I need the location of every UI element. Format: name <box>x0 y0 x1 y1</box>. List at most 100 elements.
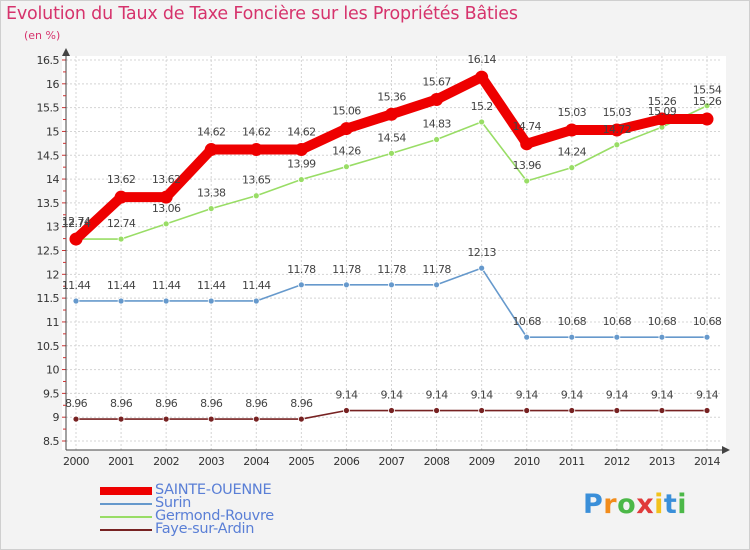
y-tick-label: 16.5 <box>37 54 60 67</box>
data-point <box>700 112 714 126</box>
data-point <box>568 164 576 172</box>
x-tick-label: 2012 <box>604 455 630 468</box>
data-point <box>568 407 576 414</box>
data-point <box>252 415 260 423</box>
y-tick-label: 13.5 <box>37 197 60 210</box>
data-point <box>114 190 128 204</box>
y-tick-label: 16 <box>46 78 59 91</box>
data-point <box>703 102 711 110</box>
x-tick-label: 2002 <box>153 455 179 468</box>
data-label: 9.14 <box>561 389 584 402</box>
data-point <box>252 192 260 200</box>
data-label: 9.14 <box>651 389 674 402</box>
logo-letter: i <box>677 489 688 520</box>
data-label: 15.26 <box>693 95 722 108</box>
y-tick-label: 14.5 <box>37 149 60 162</box>
data-point <box>297 415 305 423</box>
legend-label-germond-rouvre: Germond-Rouvre <box>155 508 274 524</box>
data-point <box>568 333 576 341</box>
data-label: 10.68 <box>603 315 632 328</box>
data-label: 13.62 <box>107 173 136 186</box>
data-label: 9.14 <box>516 389 539 402</box>
data-point <box>658 333 666 341</box>
chart-title: Evolution du Taux de Taxe Foncière sur l… <box>6 4 518 24</box>
data-label: 11.78 <box>377 263 406 276</box>
x-tick-label: 2000 <box>63 455 89 468</box>
x-tick-label: 2005 <box>288 455 314 468</box>
data-point <box>388 281 395 289</box>
data-point <box>249 143 263 157</box>
data-point <box>297 176 305 183</box>
data-label: 14.62 <box>287 126 316 139</box>
data-point <box>207 205 215 212</box>
y-tick-label: 10 <box>46 364 59 377</box>
x-tick-label: 2003 <box>198 455 224 468</box>
data-label: 15.2 <box>471 100 493 113</box>
data-label: 8.96 <box>290 397 313 410</box>
y-tick-label: 11 <box>46 316 59 329</box>
data-label: 15.06 <box>332 105 361 118</box>
x-axis-arrow <box>722 446 730 454</box>
data-label: 11.44 <box>242 279 271 292</box>
data-label: 14.26 <box>332 145 361 158</box>
data-point <box>72 415 80 423</box>
data-label: 14.62 <box>197 126 226 139</box>
data-label: 15.54 <box>693 84 722 97</box>
data-label: 11.44 <box>152 279 181 292</box>
data-point <box>159 190 173 204</box>
data-label: 8.96 <box>155 397 178 410</box>
data-point <box>478 407 486 414</box>
data-point <box>207 297 215 305</box>
logo-letter: P <box>583 489 604 520</box>
data-point <box>72 297 80 305</box>
data-label: 14.74 <box>512 120 541 133</box>
data-label: 13.62 <box>152 173 181 186</box>
data-point <box>117 415 125 423</box>
data-point <box>207 415 215 423</box>
x-tick-label: 2013 <box>649 455 675 468</box>
data-point <box>117 297 125 305</box>
logo-letter: o <box>617 489 637 520</box>
data-label: 15.67 <box>422 76 451 89</box>
data-label: 10.68 <box>648 315 677 328</box>
data-point <box>613 333 621 341</box>
x-tick-label: 2014 <box>694 455 720 468</box>
data-label: 12.74 <box>62 217 91 230</box>
data-point <box>520 137 534 151</box>
y-tick-label: 10.5 <box>37 340 60 353</box>
legend-label-surin: Surin <box>155 495 192 511</box>
legend-swatch-germond-rouvre <box>100 516 152 518</box>
data-point <box>475 70 489 84</box>
y-tick-label: 12 <box>46 268 59 281</box>
legend-label-faye-sur-ardin: Faye-sur-Ardin <box>155 521 255 537</box>
y-tick-label: 8.5 <box>43 435 59 448</box>
data-label: 10.68 <box>512 315 541 328</box>
data-label: 11.44 <box>62 279 91 292</box>
chart-plot: 8.5 9 9.5 10 10.5 11 11.5 12 12.5 13 13.5 14 14.5 15 1… <box>37 48 730 468</box>
data-label: 11.44 <box>197 279 226 292</box>
y-tick-label: 13 <box>46 221 59 234</box>
logo-letter: x <box>636 489 655 520</box>
data-label: 13.06 <box>152 202 181 215</box>
x-tick-label: 2011 <box>559 455 585 468</box>
data-label: 10.68 <box>558 315 587 328</box>
data-point <box>388 407 395 414</box>
data-label: 8.96 <box>65 397 88 410</box>
data-label: 11.78 <box>422 263 451 276</box>
data-point <box>523 333 531 341</box>
data-point <box>565 123 579 137</box>
legend-swatch-surin <box>100 503 152 505</box>
logo-letter: r <box>603 489 618 520</box>
data-label: 9.14 <box>380 389 403 402</box>
data-label: 12.74 <box>62 215 91 228</box>
x-tick-label: 2007 <box>379 455 405 468</box>
data-point <box>204 143 218 157</box>
data-point <box>523 407 531 414</box>
x-tick-label: 2008 <box>424 455 450 468</box>
data-point <box>162 297 170 305</box>
data-point <box>294 143 308 157</box>
x-tick-label: 2010 <box>514 455 540 468</box>
data-point <box>658 407 666 414</box>
data-point <box>613 141 621 149</box>
data-label: 14.83 <box>422 118 451 131</box>
